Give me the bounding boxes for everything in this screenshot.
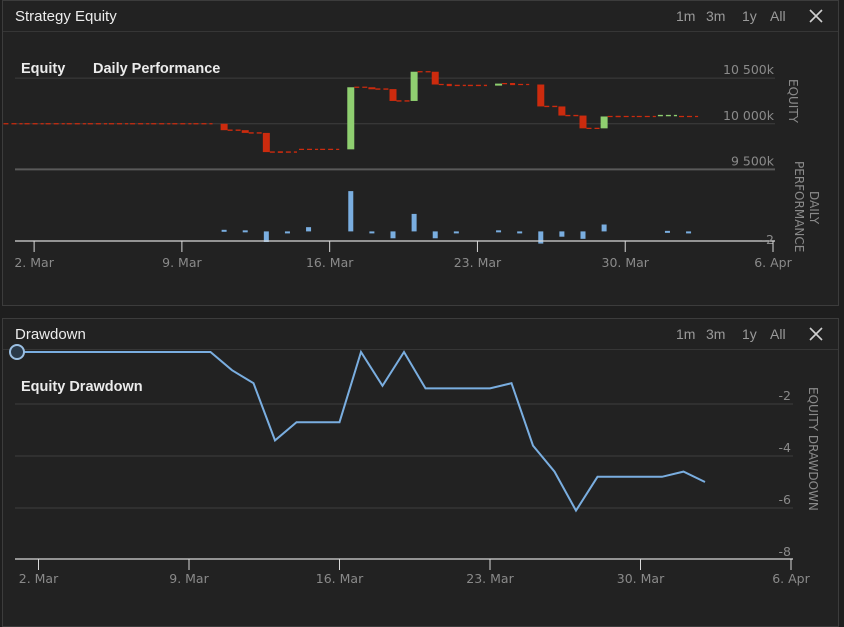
equity-candle bbox=[537, 84, 545, 107]
daily-performance-bar bbox=[559, 231, 565, 237]
drawdown-series-line bbox=[17, 349, 706, 513]
equity-candle bbox=[410, 71, 418, 101]
equity-series-label: Equity bbox=[21, 61, 65, 77]
panel-title: Drawdown bbox=[15, 326, 86, 343]
daily-performance-bar bbox=[686, 231, 692, 234]
range-1m-button[interactable]: 1m bbox=[676, 326, 696, 342]
drawdown-panel: Drawdown 1m 3m 1y All -2 -4 -6 -8 2. Mar 9. … bbox=[2, 318, 839, 627]
range-1y-button[interactable]: 1y bbox=[742, 8, 757, 24]
equity-candle bbox=[368, 87, 376, 90]
equity-candle bbox=[347, 87, 355, 150]
range-3m-button[interactable]: 3m bbox=[706, 8, 726, 24]
drawdown-series-label: Equity Drawdown bbox=[21, 379, 143, 395]
daily-performance-bar bbox=[601, 224, 607, 232]
equity-y-tick-label: 10 500k bbox=[723, 62, 775, 77]
equity-candle bbox=[389, 89, 397, 101]
x-tick-label: 23. Mar bbox=[454, 255, 502, 270]
x-tick-label: 30. Mar bbox=[602, 255, 650, 270]
equity-candle bbox=[262, 132, 270, 153]
daily-performance-bar bbox=[517, 231, 523, 234]
equity-candle bbox=[241, 130, 249, 133]
daily-performance-bar bbox=[538, 231, 544, 244]
drawdown-chart: -2 -4 -6 -8 2. Mar 9. Mar 16. Mar 23. Mar 30. M… bbox=[9, 344, 820, 586]
daily-performance-bar bbox=[263, 231, 269, 242]
x-tick-label: 9. Mar bbox=[169, 571, 209, 586]
equity-candle bbox=[431, 71, 439, 85]
daily-performance-bar bbox=[306, 227, 312, 232]
equity-y-tick-label: 9 500k bbox=[731, 153, 775, 168]
drawdown-y-tick-label: -2 bbox=[779, 388, 791, 403]
daily-performance-bar bbox=[390, 231, 396, 239]
equity-candle bbox=[600, 116, 608, 129]
daily-performance-bar bbox=[580, 231, 586, 239]
equity-candle bbox=[220, 123, 228, 131]
daily-axis-title-line2: PERFORMANCE bbox=[792, 161, 806, 252]
daily-performance-bar bbox=[369, 231, 375, 234]
range-1y-button[interactable]: 1y bbox=[742, 326, 757, 342]
daily-performance-bar bbox=[411, 213, 417, 232]
range-all-button[interactable]: All bbox=[770, 326, 786, 342]
panel-header: Strategy Equity 1m 3m 1y All bbox=[3, 1, 838, 32]
range-all-button[interactable]: All bbox=[770, 8, 786, 24]
drawdown-start-marker bbox=[9, 344, 25, 360]
equity-axis-title: EQUITY bbox=[786, 79, 800, 124]
range-1m-button[interactable]: 1m bbox=[676, 8, 696, 24]
daily-axis-title-line1: DAILY bbox=[807, 191, 821, 225]
daily-performance-bar bbox=[242, 230, 248, 233]
equity-candle bbox=[579, 115, 587, 129]
x-tick-label: 6. Apr bbox=[754, 255, 792, 270]
panel-title: Strategy Equity bbox=[15, 8, 117, 25]
daily-performance-bar bbox=[348, 191, 354, 232]
daily-performance-bar bbox=[221, 229, 227, 232]
drawdown-axis-title: EQUITY DRAWDOWN bbox=[806, 387, 820, 511]
daily-performance-bar bbox=[432, 231, 438, 239]
panel-header: Drawdown 1m 3m 1y All bbox=[3, 319, 838, 350]
drawdown-y-tick-label: -8 bbox=[779, 544, 792, 559]
drawdown-y-tick-label: -6 bbox=[779, 492, 792, 507]
close-icon[interactable] bbox=[806, 324, 826, 344]
daily-performance-bar bbox=[664, 230, 670, 233]
x-tick-label: 23. Mar bbox=[466, 571, 514, 586]
daily-performance-label: Daily Performance bbox=[93, 61, 220, 77]
x-tick-label: 2. Mar bbox=[14, 255, 54, 270]
drawdown-y-tick-label: -4 bbox=[779, 440, 792, 455]
daily-performance-bar bbox=[284, 231, 290, 234]
x-tick-label: 16. Mar bbox=[316, 571, 364, 586]
x-tick-label: 6. Apr bbox=[772, 571, 810, 586]
x-tick-label: 9. Mar bbox=[162, 255, 202, 270]
daily-y-tick-label: -2 bbox=[762, 232, 774, 247]
equity-candle bbox=[558, 106, 566, 116]
strategy-equity-panel: Strategy Equity 1m 3m 1y All 9 500k 10 00… bbox=[2, 0, 839, 306]
close-icon[interactable] bbox=[806, 6, 826, 26]
x-tick-label: 2. Mar bbox=[19, 571, 59, 586]
x-tick-label: 30. Mar bbox=[617, 571, 665, 586]
equity-candle bbox=[495, 83, 503, 86]
equity-y-tick-label: 10 000k bbox=[723, 108, 775, 123]
equity-chart: 9 500k 10 000k 10 500k -2 2. Mar 9. Mar 16. M… bbox=[3, 61, 821, 270]
range-3m-button[interactable]: 3m bbox=[706, 326, 726, 342]
daily-performance-bar bbox=[496, 230, 502, 233]
daily-performance-bar bbox=[453, 231, 459, 234]
x-tick-label: 16. Mar bbox=[306, 255, 354, 270]
